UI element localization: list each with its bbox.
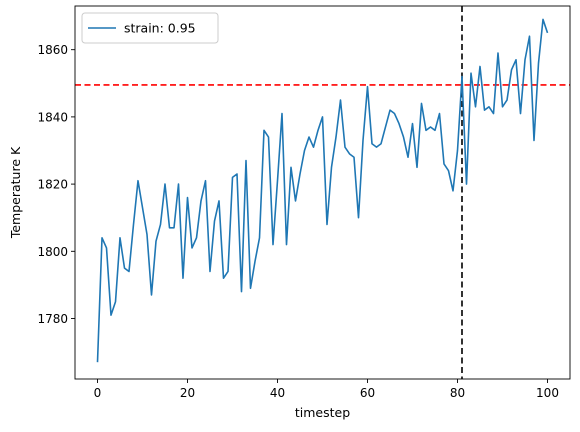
x-axis-label: timestep: [295, 405, 350, 420]
plot-area: [75, 6, 570, 379]
x-tick-label: 0: [94, 386, 102, 400]
y-axis-label: Temperature K: [8, 146, 23, 239]
legend-label: strain: 0.95: [124, 21, 196, 36]
legend-box: [81, 12, 219, 44]
y-tick-label: 1800: [37, 245, 68, 259]
x-tick-label: 80: [450, 386, 465, 400]
y-tick-label: 1860: [37, 43, 68, 57]
y-tick-label: 1840: [37, 110, 68, 124]
x-axis: 0 20 40 60 80 100: [94, 379, 559, 400]
legend: strain: 0.95: [81, 12, 219, 44]
x-tick-label: 60: [360, 386, 375, 400]
series-layer: [96, 18, 549, 363]
x-tick-label: 20: [180, 386, 195, 400]
reference-lines: [75, 6, 570, 379]
series-line-0: [96, 18, 549, 363]
x-tick-label: 40: [270, 386, 285, 400]
y-tick-label: 1820: [37, 178, 68, 192]
y-tick-label: 1780: [37, 312, 68, 326]
x-tick-label: 100: [536, 386, 559, 400]
plot-frame: [74, 5, 571, 380]
y-axis: 1780 1800 1820 1840 1860: [37, 43, 75, 326]
